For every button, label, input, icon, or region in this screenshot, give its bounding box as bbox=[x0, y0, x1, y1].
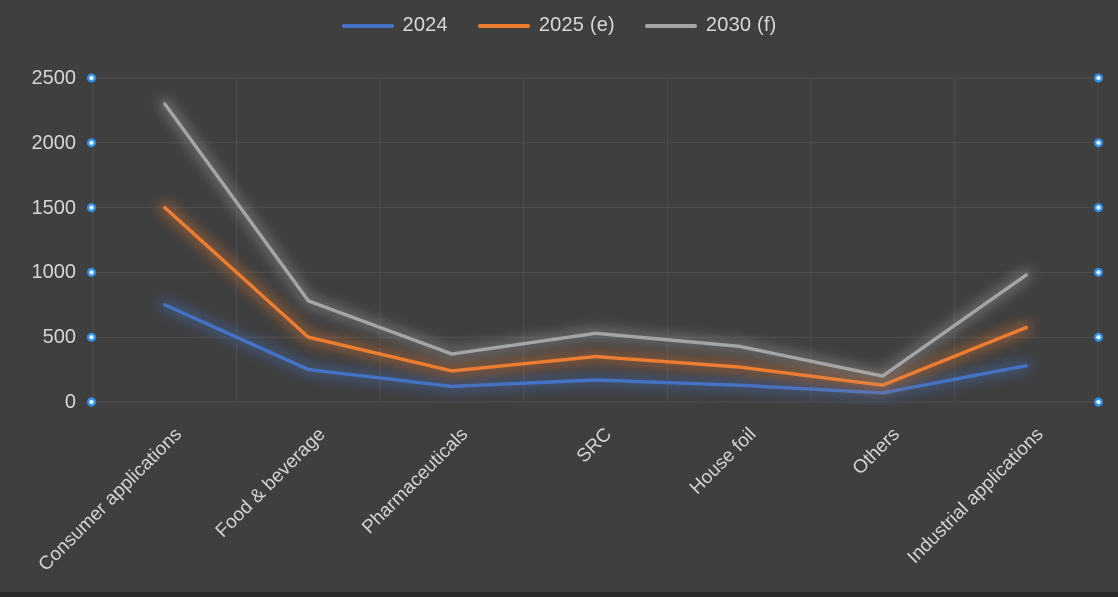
series-line-2025-e-[interactable] bbox=[163, 205, 1028, 387]
y-tick-label: 2500 bbox=[31, 67, 77, 89]
legend-item-2025-e-[interactable]: 2025 (e) bbox=[477, 14, 615, 37]
axis-tick-dot bbox=[1093, 332, 1104, 342]
axis-tick-dot bbox=[86, 138, 97, 148]
axis-tick-dot bbox=[1093, 397, 1104, 407]
legend-line-swatch-icon bbox=[341, 23, 394, 28]
legend-line-swatch-icon bbox=[477, 23, 530, 28]
legend-item-label: 2025 (e) bbox=[538, 14, 615, 36]
axis-tick-dot bbox=[1093, 203, 1104, 213]
series-line-2030-f-[interactable] bbox=[163, 102, 1028, 378]
axis-tick-dot bbox=[86, 267, 97, 278]
screen-bottom-edge bbox=[0, 592, 1118, 597]
axis-tick-dot bbox=[86, 397, 97, 407]
legend-line-swatch-icon bbox=[644, 23, 697, 28]
axis-tick-dot bbox=[1093, 138, 1104, 148]
legend-item-label: 2030 (f) bbox=[705, 14, 777, 36]
y-tick-label: 1000 bbox=[31, 261, 77, 284]
axis-tick-dot bbox=[86, 73, 97, 83]
legend-item-label: 2024 bbox=[402, 14, 448, 36]
legend-item-2030-f-[interactable]: 2030 (f) bbox=[644, 14, 777, 37]
y-tick-label: 0 bbox=[64, 391, 76, 413]
y-tick-label: 1500 bbox=[31, 196, 77, 219]
chart-legend: 2024 2025 (e) 2030 (f) bbox=[0, 14, 1118, 37]
y-tick-label: 2000 bbox=[31, 131, 77, 154]
axis-tick-dot bbox=[86, 332, 97, 342]
legend-item-2024[interactable]: 2024 bbox=[341, 14, 448, 37]
axis-tick-dot bbox=[86, 203, 97, 213]
axis-tick-dot bbox=[1093, 73, 1104, 83]
series-glow-2030-f- bbox=[158, 97, 1033, 383]
gridlines bbox=[92, 77, 1099, 403]
y-tick-label: 500 bbox=[42, 326, 76, 349]
axis-tick-dot bbox=[1093, 267, 1104, 278]
series-line-2024[interactable] bbox=[163, 303, 1028, 395]
